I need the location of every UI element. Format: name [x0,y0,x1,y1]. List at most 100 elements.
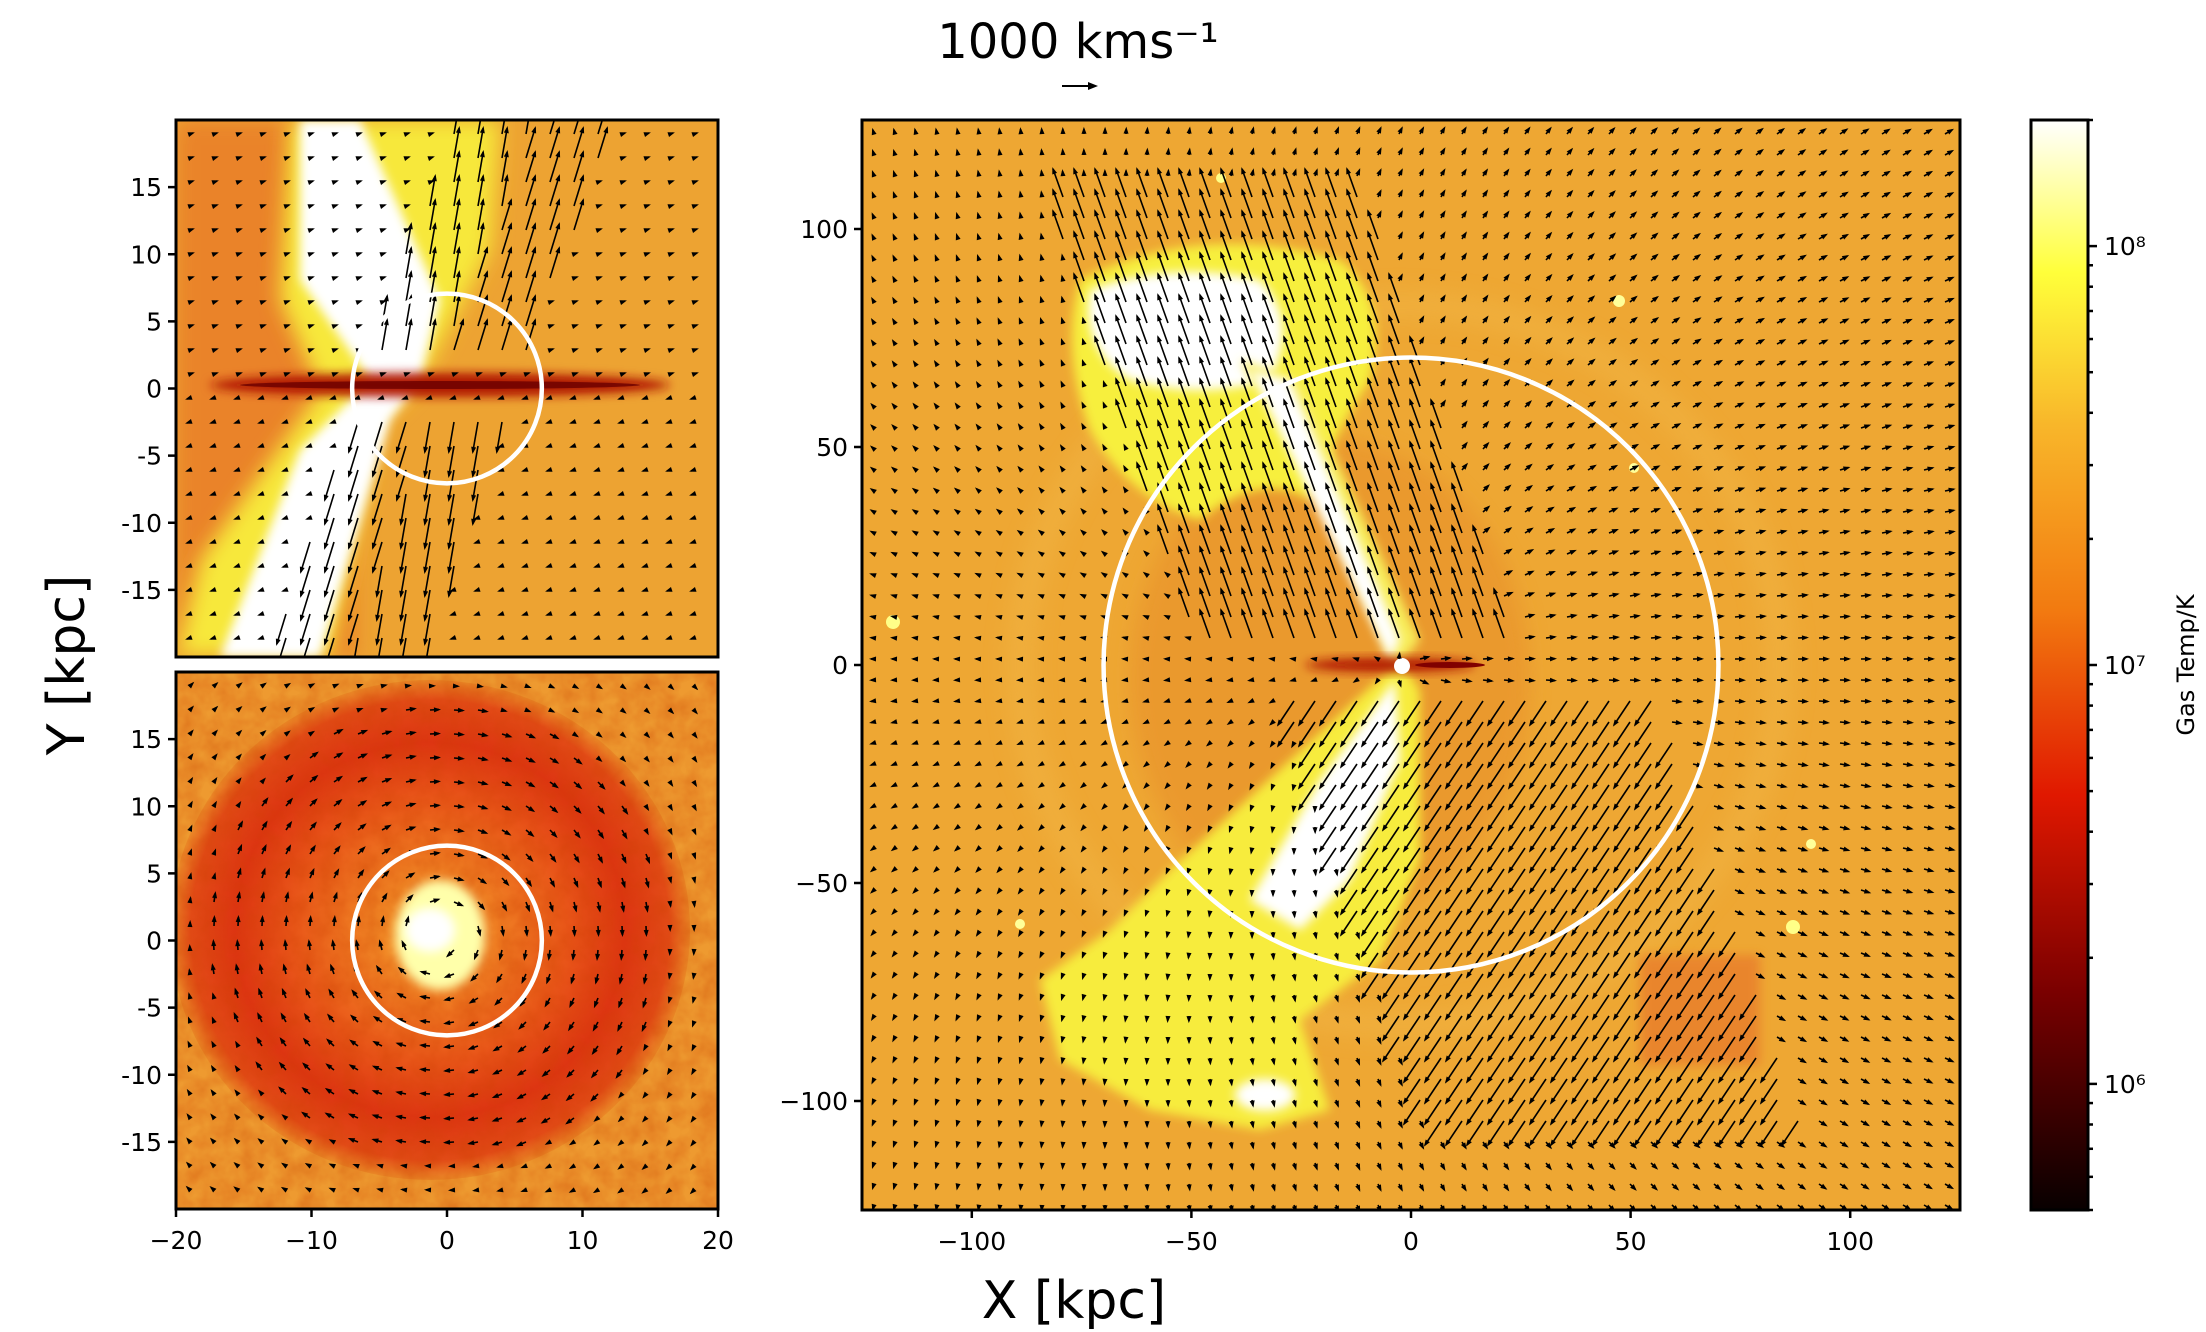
large-scale-arrow [1409,524,1421,555]
face-on-arrow [546,973,552,985]
edge-on-arrow [281,443,289,448]
large-scale-arrow [1465,973,1484,1000]
large-scale-arrow [1207,931,1213,939]
large-scale-arrow [1692,275,1702,282]
large-scale-arrow [1039,1056,1045,1065]
edge-on-arrow [425,637,431,657]
large-scale-arrow [870,992,877,1000]
large-scale-arrow [1325,524,1337,555]
face-on-arrow [429,898,441,904]
large-scale-arrow [1312,910,1318,919]
large-scale-arrow [1734,677,1746,683]
large-scale-arrow [1291,1162,1297,1171]
edge-on-arrow [283,300,291,305]
large-scale-arrow [1549,994,1568,1021]
large-scale-arrow [996,929,1003,938]
large-scale-arrow [1220,230,1232,261]
large-scale-arrow [1776,424,1787,429]
large-scale-arrow [1060,380,1066,388]
large-scale-arrow [1346,566,1358,597]
large-scale-arrow [1797,339,1808,345]
large-scale-arrow [1839,804,1851,810]
large-scale-arrow [955,1162,961,1170]
large-scale-arrow [1346,461,1358,492]
large-scale-arrow [1142,761,1150,768]
large-scale-arrow [892,296,898,305]
large-scale-arrow [1545,421,1554,429]
edge-on-arrow [307,300,315,305]
edge-on-arrow [593,491,601,496]
large-scale-arrow [890,635,898,641]
large-scale-arrow [1220,293,1232,324]
edge-on-arrow [331,300,339,305]
face-on-x-tick-label: −10 [285,1226,338,1255]
edge-on-arrow [187,348,195,353]
large-scale-arrow [1039,316,1045,325]
large-scale-arrow [1755,741,1767,747]
large-scale-arrow [1205,697,1213,703]
large-scale-arrow [976,127,982,135]
edge-on-arrow [187,372,195,377]
large-scale-arrow [1465,784,1484,811]
large-scale-arrow [869,466,877,473]
large-scale-arrow [1545,168,1552,177]
large-scale-arrow [1249,973,1255,982]
large-scale-arrow [1312,847,1318,856]
large-scale-arrow [1059,887,1066,896]
large-scale-arrow [1524,527,1534,534]
edge-on-arrow [643,300,651,305]
large-scale-arrow [1402,910,1421,937]
large-scale-arrow [1060,274,1066,282]
face-on-arrow [285,797,294,807]
large-scale-arrow [955,1077,961,1085]
large-scale-arrow [1902,340,1913,345]
large-scale-arrow [1570,805,1589,832]
large-scale-arrow [1241,587,1253,618]
edge-on-arrow [355,300,363,305]
large-scale-arrow [1675,1036,1694,1063]
edge-on-arrow [525,174,537,207]
large-scale-arrow [1312,1141,1318,1150]
large-scale-arrow [1608,358,1617,366]
large-scale-arrow [1381,910,1400,937]
large-scale-arrow [1839,128,1849,135]
large-scale-arrow [1692,380,1703,387]
large-scale-arrow [1241,608,1253,639]
large-scale-arrow [1461,441,1468,450]
face-on-arrow [641,1187,649,1194]
large-scale-arrow [1776,867,1788,873]
large-scale-arrow [1755,762,1767,768]
large-scale-arrow [1692,614,1704,620]
large-scale-arrow [1818,867,1830,873]
large-scale-arrow [1465,1099,1484,1126]
large-scale-arrow [1052,167,1064,198]
large-scale-arrow [1121,698,1129,703]
large-scale-arrow [1039,929,1045,938]
large-scale-arrow [1755,635,1767,641]
large-scale-arrow [995,739,1003,745]
large-scale-arrow [890,719,898,725]
large-scale-arrow [1713,275,1723,282]
face-on-arrow [448,1187,456,1193]
large-scale-arrow [1524,231,1531,240]
large-scale-arrow [1291,931,1297,940]
edge-on-arrow [379,204,387,209]
face-on-arrow [501,756,513,762]
edge-on-arrow [329,443,337,448]
face-on-arrow [571,683,580,689]
large-scale-arrow [1755,487,1767,493]
large-scale-arrow [1465,931,1484,958]
large-scale-arrow [1381,700,1400,727]
large-scale-arrow [1566,379,1575,387]
large-scale-arrow [1486,826,1505,853]
large-scale-arrow [1486,700,1505,727]
edge-on-arrow [545,467,553,472]
large-scale-arrow [1902,973,1913,978]
edge-on-arrow [667,372,675,377]
large-scale-arrow [1418,1141,1425,1150]
large-scale-arrow [1102,1183,1108,1192]
large-scale-arrow [1818,804,1830,810]
large-scale-arrow [1528,700,1547,727]
large-scale-arrow [911,594,919,599]
